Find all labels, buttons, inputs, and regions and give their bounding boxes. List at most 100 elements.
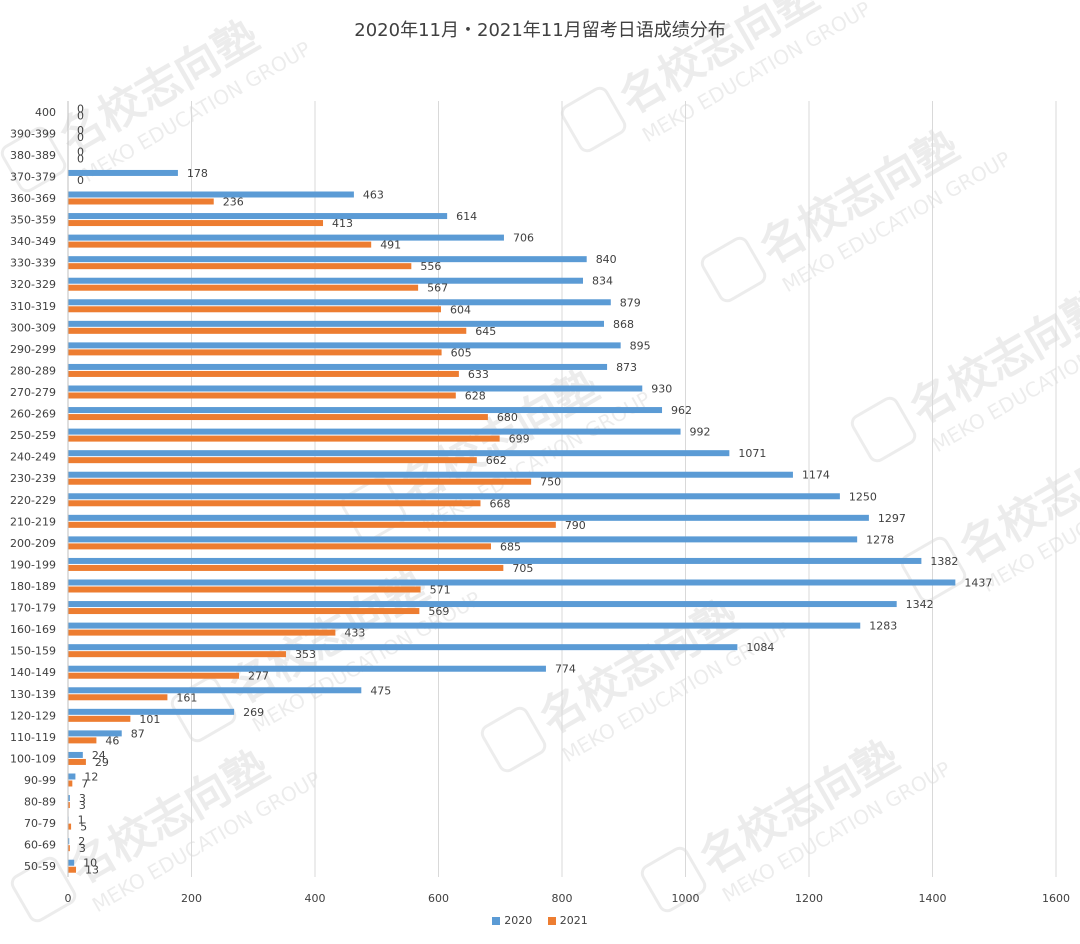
data-label-2021: 0: [77, 152, 84, 165]
legend-swatch-2020: [492, 916, 501, 925]
category-label: 390-399: [10, 127, 56, 140]
bar-2020: [68, 708, 235, 715]
data-label-2021: 604: [450, 303, 471, 316]
data-label-2020: 1071: [738, 447, 766, 460]
data-label-2021: 433: [344, 627, 365, 640]
data-label-2020: 879: [620, 296, 641, 309]
category-label: 370-379: [10, 170, 56, 183]
data-label-2020: 2: [78, 835, 85, 848]
data-label-2020: 1174: [802, 469, 830, 482]
data-label-2020: 3: [79, 792, 86, 805]
bar-2021: [68, 327, 467, 334]
bar-2021: [68, 220, 324, 227]
category-label: 160-169: [10, 623, 56, 636]
bar-2021: [68, 370, 459, 377]
watermark-seal-icon: [560, 86, 627, 153]
data-label-2021: 13: [85, 864, 99, 877]
data-label-2021: 705: [512, 562, 533, 575]
data-label-2021: 353: [295, 648, 316, 661]
data-label-2020: 1283: [869, 620, 897, 633]
data-label-2021: 790: [565, 519, 586, 532]
data-label-2020: 475: [370, 684, 391, 697]
category-label: 330-339: [10, 257, 56, 270]
bar-2021: [68, 564, 504, 571]
bar-2021: [68, 500, 481, 507]
bar-2020: [68, 859, 75, 866]
data-label-2021: 101: [139, 713, 160, 726]
category-label: 190-199: [10, 558, 56, 571]
category-label: 110-119: [10, 731, 56, 744]
data-label-2021: 556: [420, 260, 441, 273]
category-label: 240-249: [10, 451, 56, 464]
bar-2021: [68, 780, 73, 787]
bar-2021: [68, 478, 532, 485]
data-label-2021: 750: [540, 476, 561, 489]
data-label-2020: 0: [77, 102, 84, 115]
x-tick-label: 0: [65, 892, 72, 905]
x-tick-label: 1000: [672, 892, 700, 905]
data-label-2020: 1297: [878, 512, 906, 525]
bar-2020: [68, 730, 122, 737]
category-label: 340-349: [10, 235, 56, 248]
bar-2021: [68, 715, 131, 722]
data-label-2021: 236: [223, 196, 244, 209]
data-label-2021: 699: [509, 433, 530, 446]
bar-2021: [68, 694, 168, 701]
bar-2021: [68, 586, 421, 593]
legend-label-2021: 2021: [559, 914, 588, 927]
category-label: 270-279: [10, 386, 56, 399]
data-label-2021: 491: [380, 239, 401, 252]
data-label-2020: 269: [243, 706, 264, 719]
category-label: 120-129: [10, 709, 56, 722]
bar-2021: [68, 543, 491, 550]
category-label: 360-369: [10, 192, 56, 205]
bar-2021: [68, 672, 240, 679]
data-label-2020: 1437: [964, 577, 992, 590]
x-tick-label: 200: [181, 892, 202, 905]
bar-2020: [68, 277, 583, 284]
category-label: 280-289: [10, 364, 56, 377]
bar-2020: [68, 579, 956, 586]
category-label: 320-329: [10, 278, 56, 291]
bar-2020: [68, 450, 730, 457]
bar-2020: [68, 773, 76, 780]
bar-2021: [68, 608, 420, 615]
watermark-seal-icon: [0, 126, 67, 193]
watermark-seal-icon: [480, 706, 547, 773]
category-label: 100-109: [10, 752, 56, 765]
data-label-2021: 662: [486, 454, 507, 467]
bar-2020: [68, 385, 643, 392]
chart-bars: [68, 169, 956, 873]
chart-axis: 0 200 400 600 800 1000 1200 1400 1600400390-3993…: [10, 101, 1070, 905]
category-label: 310-319: [10, 300, 56, 313]
data-label-2021: 645: [475, 325, 496, 338]
bar-2021: [68, 435, 500, 442]
legend-item-2021: 2021: [547, 914, 588, 927]
category-label: 290-299: [10, 343, 56, 356]
data-label-2020: 706: [513, 232, 534, 245]
category-label: 170-179: [10, 602, 56, 615]
data-label-2020: 614: [456, 210, 477, 223]
data-label-2020: 0: [77, 145, 84, 158]
bar-2020: [68, 320, 604, 327]
watermark-seal-icon: [900, 536, 967, 603]
data-label-2021: 3: [79, 842, 86, 855]
bar-2021: [68, 651, 286, 658]
category-label: 300-309: [10, 321, 56, 334]
data-label-2021: 413: [332, 217, 353, 230]
data-label-2021: 668: [489, 497, 510, 510]
x-tick-label: 800: [552, 892, 573, 905]
data-label-2021: 0: [77, 174, 84, 187]
data-label-2021: 680: [497, 411, 518, 424]
category-label: 210-219: [10, 515, 56, 528]
data-label-2021: 567: [427, 282, 448, 295]
data-label-2021: 29: [95, 756, 109, 769]
category-label: 400: [35, 106, 56, 119]
bar-2020: [68, 601, 897, 608]
category-label: 350-359: [10, 214, 56, 227]
watermark-seal-icon: [700, 236, 767, 303]
category-label: 230-239: [10, 472, 56, 485]
bar-2020: [68, 299, 611, 306]
